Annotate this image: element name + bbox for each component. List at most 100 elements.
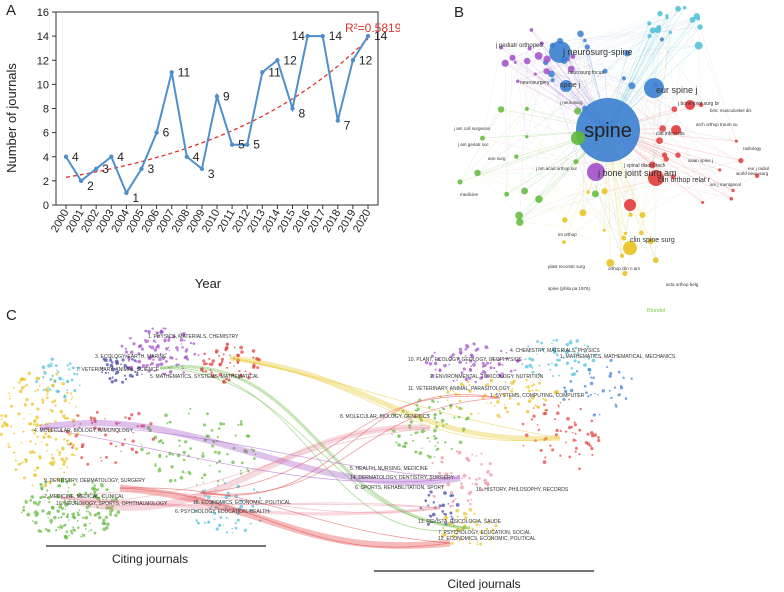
overlay-dot (469, 368, 473, 372)
y-axis-label: Number of journals (4, 63, 19, 173)
overlay-dot (65, 416, 69, 420)
overlay-dot (167, 336, 171, 340)
overlay-dot (40, 441, 43, 443)
overlay-dot (102, 527, 107, 532)
overlay-dot (209, 369, 212, 372)
overlay-dot (457, 474, 461, 478)
overlay-dot (502, 372, 504, 375)
overlay-dot (70, 392, 73, 395)
network-node (474, 169, 481, 177)
overlay-dot (405, 411, 408, 414)
overlay-dot (211, 444, 215, 448)
overlay-dot (531, 389, 534, 392)
overlay-dot (525, 409, 530, 414)
overlay-dot (587, 367, 591, 372)
data-point (139, 166, 144, 172)
overlay-dot (495, 370, 498, 373)
overlay-dot (622, 376, 625, 380)
overlay-dot (527, 399, 532, 404)
overlay-dot (557, 404, 560, 406)
overlay-dot (41, 509, 45, 513)
overlay-dot (594, 392, 596, 395)
data-label: 3 (208, 167, 215, 181)
overlay-dot (91, 422, 94, 425)
overlay-dot (94, 493, 98, 498)
overlay-dot (239, 422, 243, 426)
overlay-dot (175, 358, 178, 361)
overlay-dot (447, 502, 450, 505)
citing-cluster-label: 3. ECOLOGY, EARTH, MARINE (95, 354, 167, 360)
overlay-dot (444, 472, 449, 477)
overlay-dot (33, 512, 36, 514)
overlay-dot (437, 357, 441, 361)
overlay-dot (46, 528, 51, 533)
cited-cluster-label: 4. CHEMISTRY, MATERIALS, PHYSICS (510, 348, 600, 354)
data-point (320, 33, 325, 39)
overlay-dot (470, 498, 473, 501)
overlay-dot (170, 366, 173, 368)
network-edge (514, 62, 527, 137)
overlay-dot (121, 358, 125, 362)
overlay-dot (35, 376, 39, 380)
overlay-dot (251, 349, 256, 353)
overlay-dot (164, 327, 167, 330)
overlay-dot (578, 428, 582, 432)
overlay-dot (564, 430, 568, 433)
overlay-dot (54, 404, 57, 407)
overlay-dot (542, 403, 546, 407)
overlay-dot (226, 491, 230, 495)
overlay-dot (450, 447, 453, 451)
overlay-dot (89, 522, 91, 525)
overlay-dot (575, 339, 580, 343)
overlay-dot (92, 487, 97, 491)
network-node (734, 139, 738, 143)
overlay-dot (158, 357, 162, 362)
overlay-dot (470, 520, 473, 523)
overlay-dot (526, 385, 531, 389)
overlay-dot (489, 378, 494, 383)
overlay-dot (239, 504, 244, 509)
overlay-dot (555, 358, 559, 362)
overlay-dot (516, 402, 521, 406)
network-node (647, 21, 652, 26)
network-edge (587, 19, 693, 193)
citation-curve (159, 364, 471, 530)
overlay-dot (483, 371, 487, 374)
overlay-dot (153, 348, 158, 352)
citing-cluster-label: 7. VETERINARY, ANIMAL, SCIENCE (76, 367, 160, 373)
overlay-dot (468, 542, 472, 545)
overlay-dot (479, 542, 483, 546)
overlay-dot (98, 515, 102, 520)
overlay-dot (51, 456, 55, 460)
network-hub-node (560, 80, 572, 92)
overlay-dot (66, 364, 70, 367)
overlay-dot (531, 384, 534, 387)
journals-per-year-chart: 0246810121416200020012002200320042005200… (4, 7, 400, 291)
overlay-dot (179, 338, 184, 342)
overlay-dot (456, 379, 458, 381)
network-hub-node (549, 41, 571, 63)
network-node (509, 54, 516, 61)
overlay-dot (464, 355, 467, 357)
overlay-dot (480, 488, 484, 492)
overlay-dot (485, 374, 489, 378)
network-edge (572, 56, 663, 129)
network-node (657, 10, 663, 17)
overlay-dot (58, 450, 62, 454)
overlay-dot (583, 350, 587, 353)
overlay-dot (55, 372, 59, 376)
overlay-dot (585, 391, 588, 395)
network-edge (504, 63, 507, 195)
overlay-dot (178, 363, 180, 366)
citation-curve (119, 487, 451, 548)
overlay-dot (97, 427, 101, 431)
network-edge (551, 73, 702, 106)
overlay-dot (220, 357, 225, 362)
overlay-dot (95, 410, 99, 414)
overlay-dot (159, 362, 164, 366)
overlay-dot (481, 396, 485, 400)
overlay-dot (504, 406, 508, 410)
cited-cluster-label: 10. PLANT, ECOLOGY, GEOLOGY, GEOPHYSICS (408, 357, 522, 363)
overlay-dot (73, 389, 77, 393)
overlay-dot (71, 420, 75, 423)
